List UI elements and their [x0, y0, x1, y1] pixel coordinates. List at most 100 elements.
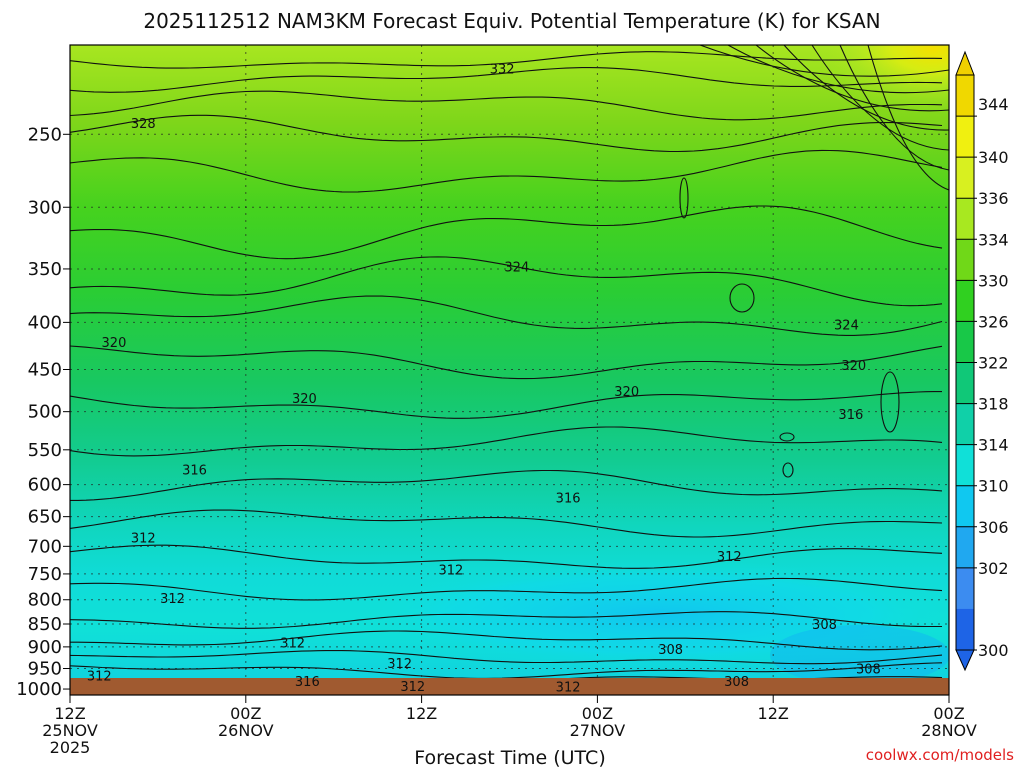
y-tick-label: 950	[28, 659, 62, 680]
contour-lines	[70, 45, 949, 694]
contour-label: 312	[400, 680, 425, 695]
colorbar-segment	[956, 485, 974, 528]
contour-label: 316	[838, 408, 863, 423]
colorbar-segment	[956, 403, 974, 446]
contour-label: 312	[717, 550, 742, 565]
contour-line	[699, 45, 949, 77]
colorbar-label: 314	[978, 436, 1009, 455]
y-tick-label: 450	[28, 360, 62, 381]
x-tick-label: 26NOV	[218, 721, 274, 740]
x-tick-label: 2025	[50, 738, 91, 757]
contour-label: 320	[292, 392, 317, 407]
y-tick-label: 350	[28, 259, 62, 280]
contour-line	[70, 67, 943, 93]
colorbar-label: 300	[978, 641, 1009, 660]
warm-region	[620, 45, 949, 225]
contour-closed	[729, 283, 755, 313]
y-tick-label: 750	[28, 564, 62, 585]
colorbar-segment	[956, 444, 974, 487]
y-tick-label: 500	[28, 402, 62, 423]
colorbar-segment	[956, 526, 974, 569]
contour-label: 312	[438, 564, 463, 579]
contour-line	[839, 45, 949, 171]
contour-closed	[782, 462, 794, 478]
y-tick-label: 1000	[16, 679, 62, 700]
contour-closed	[679, 177, 689, 219]
contour-line	[70, 51, 943, 69]
x-tick-label: 12Z	[54, 704, 85, 723]
contour-line	[70, 544, 943, 569]
contour-label: 312	[131, 532, 156, 547]
contour-closed	[779, 432, 795, 442]
contour-label: 324	[834, 318, 859, 333]
contour-label: 312	[387, 657, 412, 672]
contour-line	[70, 295, 943, 336]
colorbar-segment	[956, 321, 974, 363]
colorbar-segment	[956, 157, 974, 199]
colorbar-label: 334	[978, 230, 1009, 249]
contour-line	[867, 45, 949, 191]
contour-line	[70, 256, 943, 307]
y-tick-label: 250	[28, 124, 62, 145]
colorbar-segment	[956, 362, 974, 405]
contour-line	[70, 426, 943, 457]
contour-label: 332	[490, 62, 515, 77]
contour-label: 316	[556, 492, 581, 507]
y-tick-label: 550	[28, 440, 62, 461]
colorbar-label: 344	[978, 95, 1009, 114]
colorbar-label: 302	[978, 559, 1009, 578]
x-tick-label: 25NOV	[42, 721, 98, 740]
x-tick-label: 28NOV	[921, 721, 977, 740]
contour-label: 312	[280, 636, 305, 651]
x-tick-label: 12Z	[406, 704, 437, 723]
x-tick-label: 12Z	[758, 704, 789, 723]
terrain-band	[70, 678, 949, 695]
y-tick-label: 300	[28, 197, 62, 218]
contour-closed	[880, 371, 900, 433]
y-tick-label: 400	[28, 312, 62, 333]
colorbar-label: 310	[978, 477, 1009, 496]
contour-label: 308	[658, 643, 683, 658]
y-tick-label: 850	[28, 614, 62, 635]
cool-region-east	[770, 625, 949, 685]
colorbar-label: 318	[978, 395, 1009, 414]
colorbar: 344 340 336 334 330 326 322 318 314 310 306 302 300	[955, 50, 1009, 672]
contour-line	[70, 630, 943, 651]
colorbar-top-arrow	[955, 50, 975, 76]
colorbar-label: 330	[978, 271, 1009, 290]
contour-label: 320	[614, 385, 639, 400]
x-tick-label: 00Z	[230, 704, 261, 723]
colorbar-segment	[956, 198, 974, 240]
contour-line	[811, 45, 949, 151]
contour-line	[70, 90, 943, 121]
contour-line	[70, 205, 943, 260]
contour-label: 328	[131, 117, 156, 132]
colorbar-segment	[956, 75, 974, 117]
x-tick-label: 00Z	[582, 704, 613, 723]
contour-line	[727, 45, 949, 94]
chart-title: 2025112512 NAM3KM Forecast Equiv. Potent…	[143, 9, 880, 33]
contour-label: 308	[812, 618, 837, 633]
contour-label: 312	[160, 592, 185, 607]
contour-label: 308	[724, 675, 749, 690]
y-tick-label: 650	[28, 507, 62, 528]
contour-label: 316	[295, 675, 320, 690]
contour-label: 308	[856, 663, 881, 678]
colorbar-segment	[956, 239, 974, 281]
y-tick-label: 900	[28, 637, 62, 658]
colorbar-label: 340	[978, 148, 1009, 167]
contour-label: 312	[556, 681, 581, 696]
contour-line	[70, 611, 942, 629]
contour-line	[70, 577, 943, 601]
contour-line	[70, 391, 942, 419]
contour-labels: 332 328 324 324 320 320 320 320 316 316 316 312 312 3…	[87, 62, 881, 696]
colorbar-label: 306	[978, 518, 1009, 537]
y-axis: 2503003504004505005506006507007508008509…	[16, 124, 70, 700]
x-axis-label: Forecast Time (UTC)	[414, 747, 605, 768]
contour-label: 316	[182, 464, 207, 479]
y-tick-label: 600	[28, 475, 62, 496]
colorbar-bottom-arrow	[955, 649, 975, 672]
y-tick-label: 800	[28, 590, 62, 611]
contour-line	[70, 469, 943, 501]
